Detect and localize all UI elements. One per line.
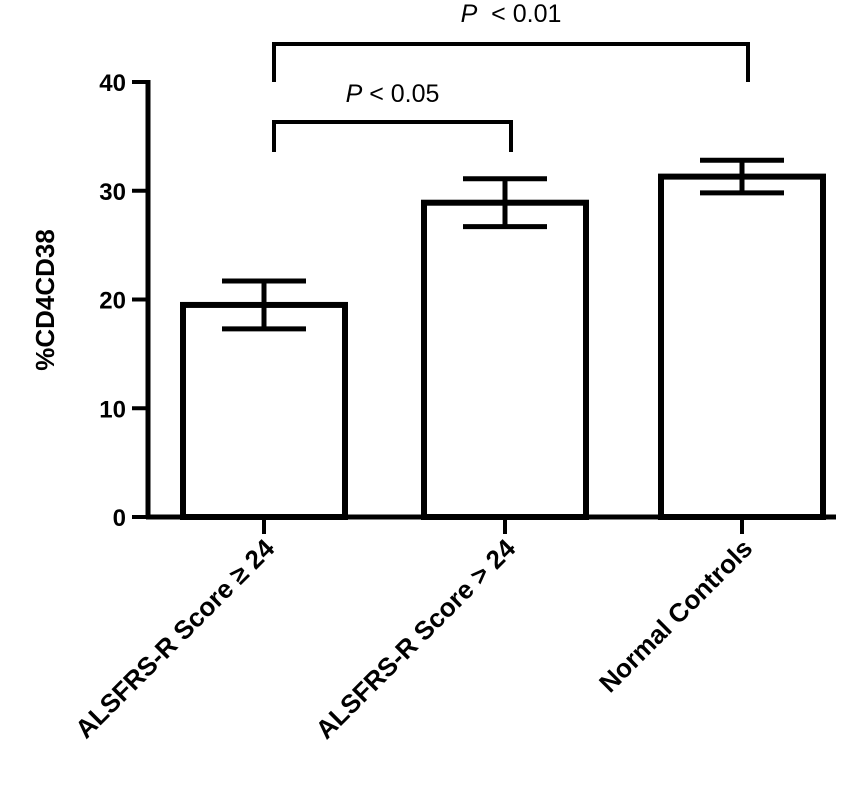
- p-value-label: P < 0.01: [461, 0, 562, 28]
- significance-bracket: [272, 42, 750, 82]
- y-tick-label: 0: [113, 505, 126, 532]
- y-tick-label: 20: [99, 288, 126, 315]
- y-tick-label: 40: [99, 70, 126, 97]
- p-symbol: P: [461, 0, 478, 28]
- category-label: ALSFRS-R Score ≥ 24: [69, 533, 280, 744]
- bar: [180, 301, 348, 520]
- x-axis-category-labels: ALSFRS-R Score ≥ 24 ALSFRS-R Score > 24 No…: [69, 517, 758, 745]
- p-threshold: < 0.05: [362, 80, 439, 108]
- significance-bracket: [272, 120, 513, 152]
- y-axis: 0 10 20 30 40: [99, 70, 148, 532]
- bar: [421, 199, 589, 520]
- error-bars: [222, 157, 784, 332]
- p-symbol: P: [346, 80, 363, 108]
- category-label: Normal Controls: [593, 533, 758, 698]
- p-threshold: < 0.01: [477, 0, 561, 28]
- y-axis-label: %CD4CD38: [30, 229, 60, 371]
- significance-annotations: P < 0.05P < 0.01: [272, 0, 750, 152]
- y-tick-label: 30: [99, 179, 126, 206]
- y-tick-label: 10: [99, 396, 126, 423]
- category-label: ALSFRS-R Score > 24: [309, 533, 521, 745]
- bar: [658, 173, 826, 521]
- p-value-label: P < 0.05: [346, 80, 440, 108]
